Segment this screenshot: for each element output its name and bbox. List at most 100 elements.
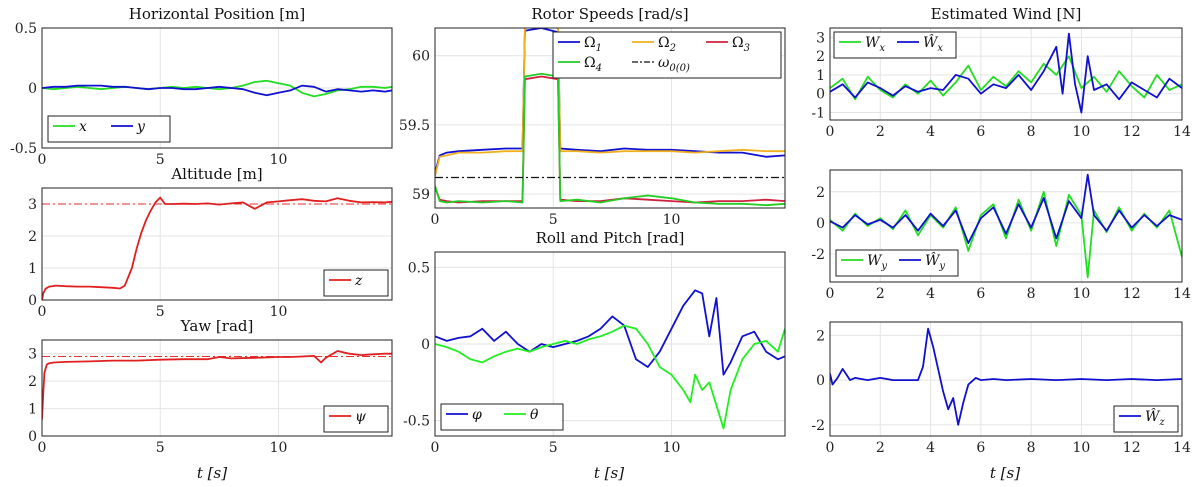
x-tick-label: 14 <box>1173 286 1191 302</box>
x-tick-label: 10 <box>270 152 288 168</box>
y-tick-label: 60 <box>412 49 430 65</box>
legend: ψ <box>323 405 389 433</box>
y-tick-label: 1 <box>28 402 37 418</box>
y-tick-label: 0 <box>816 216 825 232</box>
series-line <box>830 55 1182 101</box>
chart-yaw: 0 5 10 0 1 2 3 Yaw [rad] ψ <box>28 317 393 456</box>
y-tick-label: 0 <box>816 373 825 389</box>
series-line <box>42 79 392 98</box>
series-line <box>830 32 1182 114</box>
plot-frame <box>434 27 786 209</box>
y-tick-label: -0.5 <box>10 141 37 157</box>
legend: Ω1 Ω2 Ω3 Ω4 ω0(0) <box>552 31 782 79</box>
legend-label: z <box>354 273 363 289</box>
legend-box <box>323 269 389 297</box>
plot-lines <box>435 28 785 207</box>
series-line <box>435 72 785 207</box>
x-tick-label: 10 <box>1073 440 1091 456</box>
legend-label: Wx <box>865 35 885 54</box>
legend-box <box>552 31 782 79</box>
chart-title: Roll and Pitch [rad] <box>536 229 685 247</box>
y-tick-label: 59 <box>412 187 430 203</box>
x-tick-label: 14 <box>1173 124 1191 140</box>
y-tick-label: -0.5 <box>403 414 430 430</box>
x-tick-label: 8 <box>1027 286 1036 302</box>
x-tick-label: 14 <box>1173 440 1191 456</box>
legend-label: y <box>136 119 146 135</box>
x-tick-label: 12 <box>1123 440 1141 456</box>
x-tick-label: 0 <box>38 304 47 320</box>
y-tick-label: 0.5 <box>15 21 37 37</box>
legend-label: Wy <box>867 253 887 272</box>
chart-title: Altitude [m] <box>170 165 262 183</box>
x-tick-label: 6 <box>976 124 985 140</box>
legend-label: ω0(0) <box>658 55 690 74</box>
x-tick-label: 2 <box>876 286 885 302</box>
x-tick-label: 10 <box>1073 124 1091 140</box>
series-line <box>830 327 1182 426</box>
chart-title: Horizontal Position [m] <box>129 5 305 23</box>
series-line <box>830 173 1182 245</box>
legend-box <box>47 115 171 143</box>
chart-title: Rotor Speeds [rad/s] <box>531 5 688 23</box>
y-tick-label: 3 <box>28 347 37 363</box>
legend: z <box>323 269 389 297</box>
plot-frame <box>41 187 393 301</box>
x-tick-label: 0 <box>826 286 835 302</box>
y-tick-label: -2 <box>811 247 825 263</box>
plot-frame <box>829 27 1183 121</box>
legend-box <box>323 405 389 433</box>
plot-lines <box>830 32 1182 114</box>
x-tick-label: 5 <box>549 440 558 456</box>
x-tick-label: 10 <box>663 212 681 228</box>
legend-label: Ŵy <box>925 251 945 272</box>
y-tick-label: -2 <box>811 418 825 434</box>
plot-frame <box>41 339 393 437</box>
plot-lines <box>435 289 785 430</box>
legend-label: Ω2 <box>658 35 676 54</box>
x-tick-label: 0 <box>38 440 47 456</box>
y-tick-label: 0 <box>28 293 37 309</box>
legend-box <box>835 249 959 277</box>
legend-label: Ω4 <box>584 55 602 74</box>
x-tick-label: 5 <box>156 304 165 320</box>
series-line <box>42 350 392 420</box>
y-tick-label: 2 <box>28 229 37 245</box>
plot-lines <box>830 173 1182 279</box>
x-tick-label: 8 <box>1027 440 1036 456</box>
legend-label: ψ <box>355 409 367 425</box>
plot-lines <box>42 350 392 420</box>
plot-frame <box>829 321 1183 437</box>
series-line <box>435 324 785 430</box>
y-tick-label: 0 <box>28 429 37 445</box>
legend-label: Ŵz <box>1145 407 1165 428</box>
legend-label: Ω3 <box>732 35 750 54</box>
y-tick-label: 0 <box>28 81 37 97</box>
y-tick-label: 3 <box>28 197 37 213</box>
x-tick-label: 4 <box>926 124 935 140</box>
x-tick-label: 5 <box>156 152 165 168</box>
y-tick-label: 59.5 <box>399 118 430 134</box>
x-tick-label: 6 <box>976 440 985 456</box>
x-tick-label: 5 <box>549 212 558 228</box>
x-axis-label-col2: t [s] <box>594 464 624 482</box>
x-axis-label-col3: t [s] <box>990 464 1020 482</box>
y-tick-label: 2 <box>816 49 825 65</box>
x-tick-label: 12 <box>1123 124 1141 140</box>
legend-label: x <box>79 119 87 135</box>
y-tick-label: 0.5 <box>408 260 430 276</box>
legend-box <box>440 403 564 431</box>
y-tick-label: 2 <box>28 374 37 390</box>
legend-label: φ <box>472 407 482 423</box>
x-tick-label: 12 <box>1123 286 1141 302</box>
plot-lines <box>42 79 392 98</box>
chart-title: Yaw [rad] <box>180 317 254 335</box>
plot-lines <box>42 196 392 300</box>
x-tick-label: 0 <box>431 212 440 228</box>
plot-lines <box>830 327 1182 426</box>
plot-frame <box>434 251 786 437</box>
